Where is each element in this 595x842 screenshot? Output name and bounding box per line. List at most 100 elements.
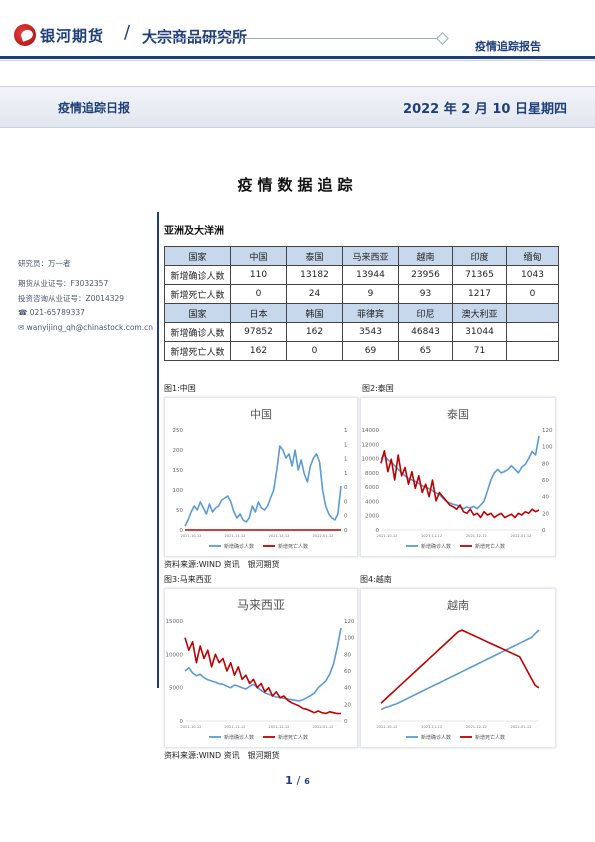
x-tick-label: 2021-11-12 <box>225 725 246 729</box>
table-cell: 3543 <box>342 322 399 342</box>
chart-title: 马来西亚 <box>237 598 285 612</box>
y-tick-label-right: 1 <box>344 471 348 477</box>
y-tick-label-left: 10000 <box>362 457 380 463</box>
y-tick-label-right: 1 <box>344 457 348 463</box>
table-cell: 93 <box>398 284 453 304</box>
banner-title: 疫情追踪日报 <box>58 101 131 115</box>
y-tick-label-left: 200 <box>173 448 184 454</box>
malaysia-chart: 马来西亚 0 5000 10000 15000 0 20 40 60 80 100 120 2021-1… <box>166 598 355 741</box>
phone-line: ☎ 021-65789337 <box>18 308 85 317</box>
series-line-deaths <box>184 637 341 715</box>
table-row: 新增死亡人数 0 24 9 93 1217 0 <box>164 284 559 304</box>
y-tick-label-left: 0 <box>376 528 380 534</box>
page-current: 1 <box>285 774 293 787</box>
legend-label-cases: 新增确诊人数 <box>224 734 254 741</box>
page-title: 疫情数据追踪 <box>237 176 358 194</box>
report-type: 疫情追踪报告 <box>475 40 541 53</box>
y-tick-label-left: 2000 <box>365 514 379 520</box>
y-tick-label-right: 40 <box>542 495 549 501</box>
y-tick-label-left: 0 <box>180 719 184 725</box>
y-tick-label-left: 0 <box>180 528 184 534</box>
chart-title: 泰国 <box>447 407 469 421</box>
email-address[interactable]: wanyijing_qh@chinastock.com.cn <box>26 323 153 332</box>
futures-cert: 期货从业证号：F3032357 <box>18 279 109 288</box>
chart-panel-thailand: 泰国 0 2000 4000 6000 8000 10000 12000 14000 0 20 40 6… <box>360 397 556 557</box>
x-tick-label: 2022-01-12 <box>313 534 334 538</box>
diamond-icon <box>436 32 449 45</box>
y-tick-label-right: 120 <box>542 428 553 434</box>
y-tick-label-left: 15000 <box>166 619 184 625</box>
x-tick-label: 2021-10-12 <box>377 534 398 538</box>
report-date: 2022 年 2 月 10 日星期四 <box>403 102 567 117</box>
table-row: 新增确诊人数 97852 162 3543 46843 31044 <box>164 322 559 342</box>
y-tick-label-right: 0 <box>344 514 348 520</box>
x-tick-label: 2021-11-12 <box>421 534 442 538</box>
x-tick-label: 2021-12-12 <box>269 725 290 729</box>
series-line-cases <box>184 445 342 527</box>
x-tick-label: 2021-10-12 <box>181 534 202 538</box>
series-line-cases <box>380 435 540 510</box>
y-tick-label-right: 80 <box>542 461 549 467</box>
table-cell: 162 <box>230 341 287 361</box>
table-cell: 马来西亚 <box>342 246 399 266</box>
table-cell: 新增死亡人数 <box>164 341 231 361</box>
table-cell: 0 <box>230 284 287 304</box>
table-cell: 46843 <box>398 322 453 342</box>
figure-source: 资料来源:WIND 资讯 银河期货 <box>164 560 280 569</box>
y-tick-label-right: 80 <box>344 652 351 658</box>
y-tick-label-right: 1 <box>344 428 348 434</box>
researcher-name: 研究员：万一者 <box>18 259 71 268</box>
y-tick-label-left: 100 <box>173 488 184 494</box>
table-cell: 13944 <box>342 265 399 285</box>
header-rule-thin <box>0 60 595 61</box>
table-cell: 9 <box>342 284 399 304</box>
table-cell: 越南 <box>398 246 453 266</box>
page-number: 1 / 6 <box>0 774 595 787</box>
brand-name: 银河期货 <box>40 27 105 45</box>
y-tick-label-left: 6000 <box>365 485 379 491</box>
x-tick-label: 2021-12-12 <box>466 534 487 538</box>
y-tick-label-left: 150 <box>173 468 184 474</box>
x-tick-label: 2022-01-12 <box>511 534 532 538</box>
table-cell: 新增确诊人数 <box>164 322 231 342</box>
y-tick-label-right: 0 <box>344 499 348 505</box>
mail-icon: ✉ <box>18 323 27 332</box>
chart-title: 越南 <box>447 598 469 612</box>
table-cell: 印尼 <box>398 303 453 323</box>
figure-source: 资料来源:WIND 资讯 银河期货 <box>164 751 280 760</box>
table-cell: 24 <box>286 284 343 304</box>
table-cell <box>506 341 559 361</box>
y-tick-label-left: 5000 <box>169 686 183 692</box>
table-cell: 31044 <box>452 322 507 342</box>
vietnam-chart: 越南 2021-10-12 2021-11-12 2021-12-12 2022-01-… <box>377 598 540 741</box>
legend-label-deaths: 新增死亡人数 <box>278 734 308 741</box>
page-separator: / <box>296 774 301 787</box>
x-tick-label: 2021-11-12 <box>421 725 442 729</box>
china-chart: 中国 0 50 100 150 200 250 0 0 0 0 1 1 1 1 2021-10-12 2021-… <box>173 408 349 550</box>
table-cell: 69 <box>342 341 399 361</box>
page-total: 6 <box>304 777 310 786</box>
chart-panel-vietnam: 越南 2021-10-12 2021-11-12 2021-12-12 2022-01-… <box>360 588 556 748</box>
report-banner <box>0 86 595 128</box>
y-tick-label-right: 100 <box>542 445 553 451</box>
table-cell: 65 <box>398 341 453 361</box>
figure-caption: 图3:马来西亚 <box>164 575 212 584</box>
institute-name: 大宗商品研究所 <box>142 28 248 46</box>
table-cell: 缅甸 <box>506 246 559 266</box>
y-tick-label-left: 8000 <box>365 471 379 477</box>
y-tick-label-right: 0 <box>344 528 348 534</box>
table-cell: 印度 <box>452 246 507 266</box>
x-tick-label: 2021-12-12 <box>466 725 487 729</box>
y-tick-label-right: 100 <box>344 636 355 642</box>
table-cell: 韩国 <box>286 303 343 323</box>
phone-icon: ☎ <box>18 308 30 317</box>
table-row: 国家 中国 泰国 马来西亚 越南 印度 缅甸 <box>164 246 559 266</box>
y-tick-label-right: 60 <box>344 669 351 675</box>
y-tick-label-left: 250 <box>173 428 184 434</box>
region-heading: 亚洲及大洋洲 <box>164 226 224 237</box>
table-row: 国家 日本 韩国 菲律宾 印尼 澳大利亚 <box>164 303 559 323</box>
epidemic-table: 国家 中国 泰国 马来西亚 越南 印度 缅甸 新增确诊人数 110 13182 … <box>164 246 559 361</box>
header-rule <box>0 56 595 59</box>
table-cell: 0 <box>286 341 343 361</box>
table-cell: 162 <box>286 322 343 342</box>
